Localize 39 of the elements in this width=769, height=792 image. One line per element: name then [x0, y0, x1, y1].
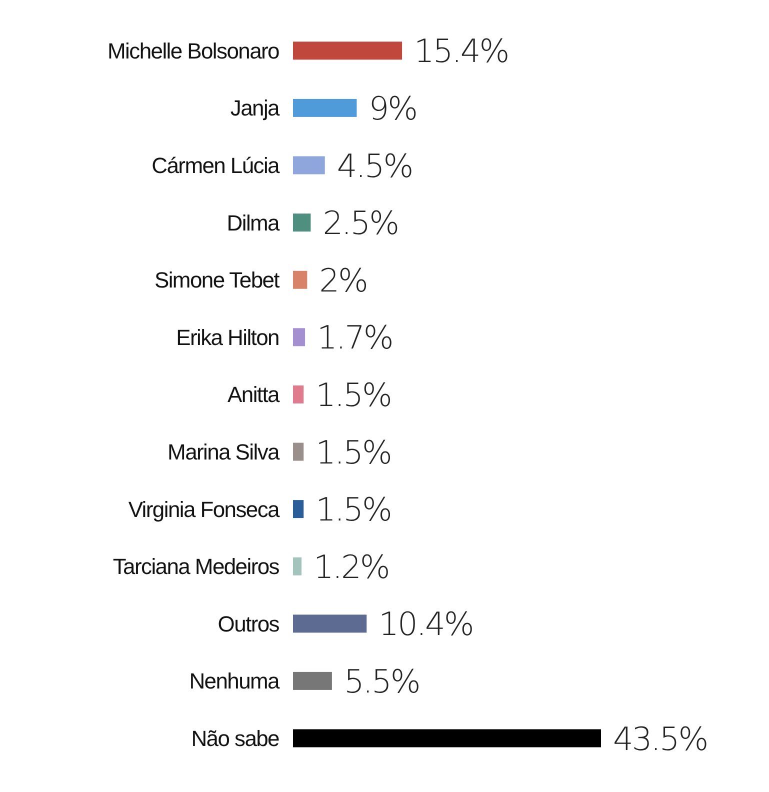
bar [293, 156, 325, 174]
data-label: 15.4% [414, 32, 508, 70]
y-tick-label: Janja [230, 96, 281, 121]
y-tick-label: Simone Tebet [154, 268, 280, 293]
bar [293, 214, 311, 232]
y-tick-label: Cármen Lúcia [152, 152, 281, 178]
bar [293, 672, 332, 690]
data-label: 43.5% [613, 720, 708, 758]
data-label: 2% [319, 261, 368, 300]
data-label: 2.5% [322, 204, 398, 242]
data-label: 4.5% [336, 146, 412, 185]
bar [293, 500, 304, 518]
y-tick-label: Michelle Bolsonaro [108, 38, 280, 64]
y-tick-label: Erika Hilton [176, 324, 279, 350]
data-label: 9% [368, 89, 417, 128]
bar [293, 442, 304, 461]
bar [293, 98, 357, 117]
data-label: 1.2% [313, 548, 389, 586]
bar [293, 270, 308, 289]
y-tick-label: Marina Silva [168, 439, 281, 464]
bar [293, 614, 367, 633]
data-label: 1.7% [317, 318, 392, 357]
data-label: 1.5% [316, 490, 392, 529]
y-tick-label: Outros [218, 611, 280, 636]
y-tick-label: Virginia Fonseca [128, 496, 281, 522]
y-tick-label: Nenhuma [189, 668, 281, 694]
bar [293, 328, 306, 346]
data-label: 1.5% [316, 433, 392, 472]
bar [293, 42, 402, 60]
data-label: 10.4% [378, 605, 473, 644]
y-tick-label: Tarciana Medeiros [112, 554, 280, 580]
bar [293, 385, 304, 404]
y-tick-label: Não sabe [191, 726, 280, 751]
y-tick-label: Anitta [228, 382, 281, 408]
bar [293, 729, 601, 748]
y-tick-label: Dilma [226, 210, 281, 236]
data-label: 1.5% [316, 376, 392, 414]
bar [293, 557, 302, 576]
data-label: 5.5% [344, 662, 420, 700]
